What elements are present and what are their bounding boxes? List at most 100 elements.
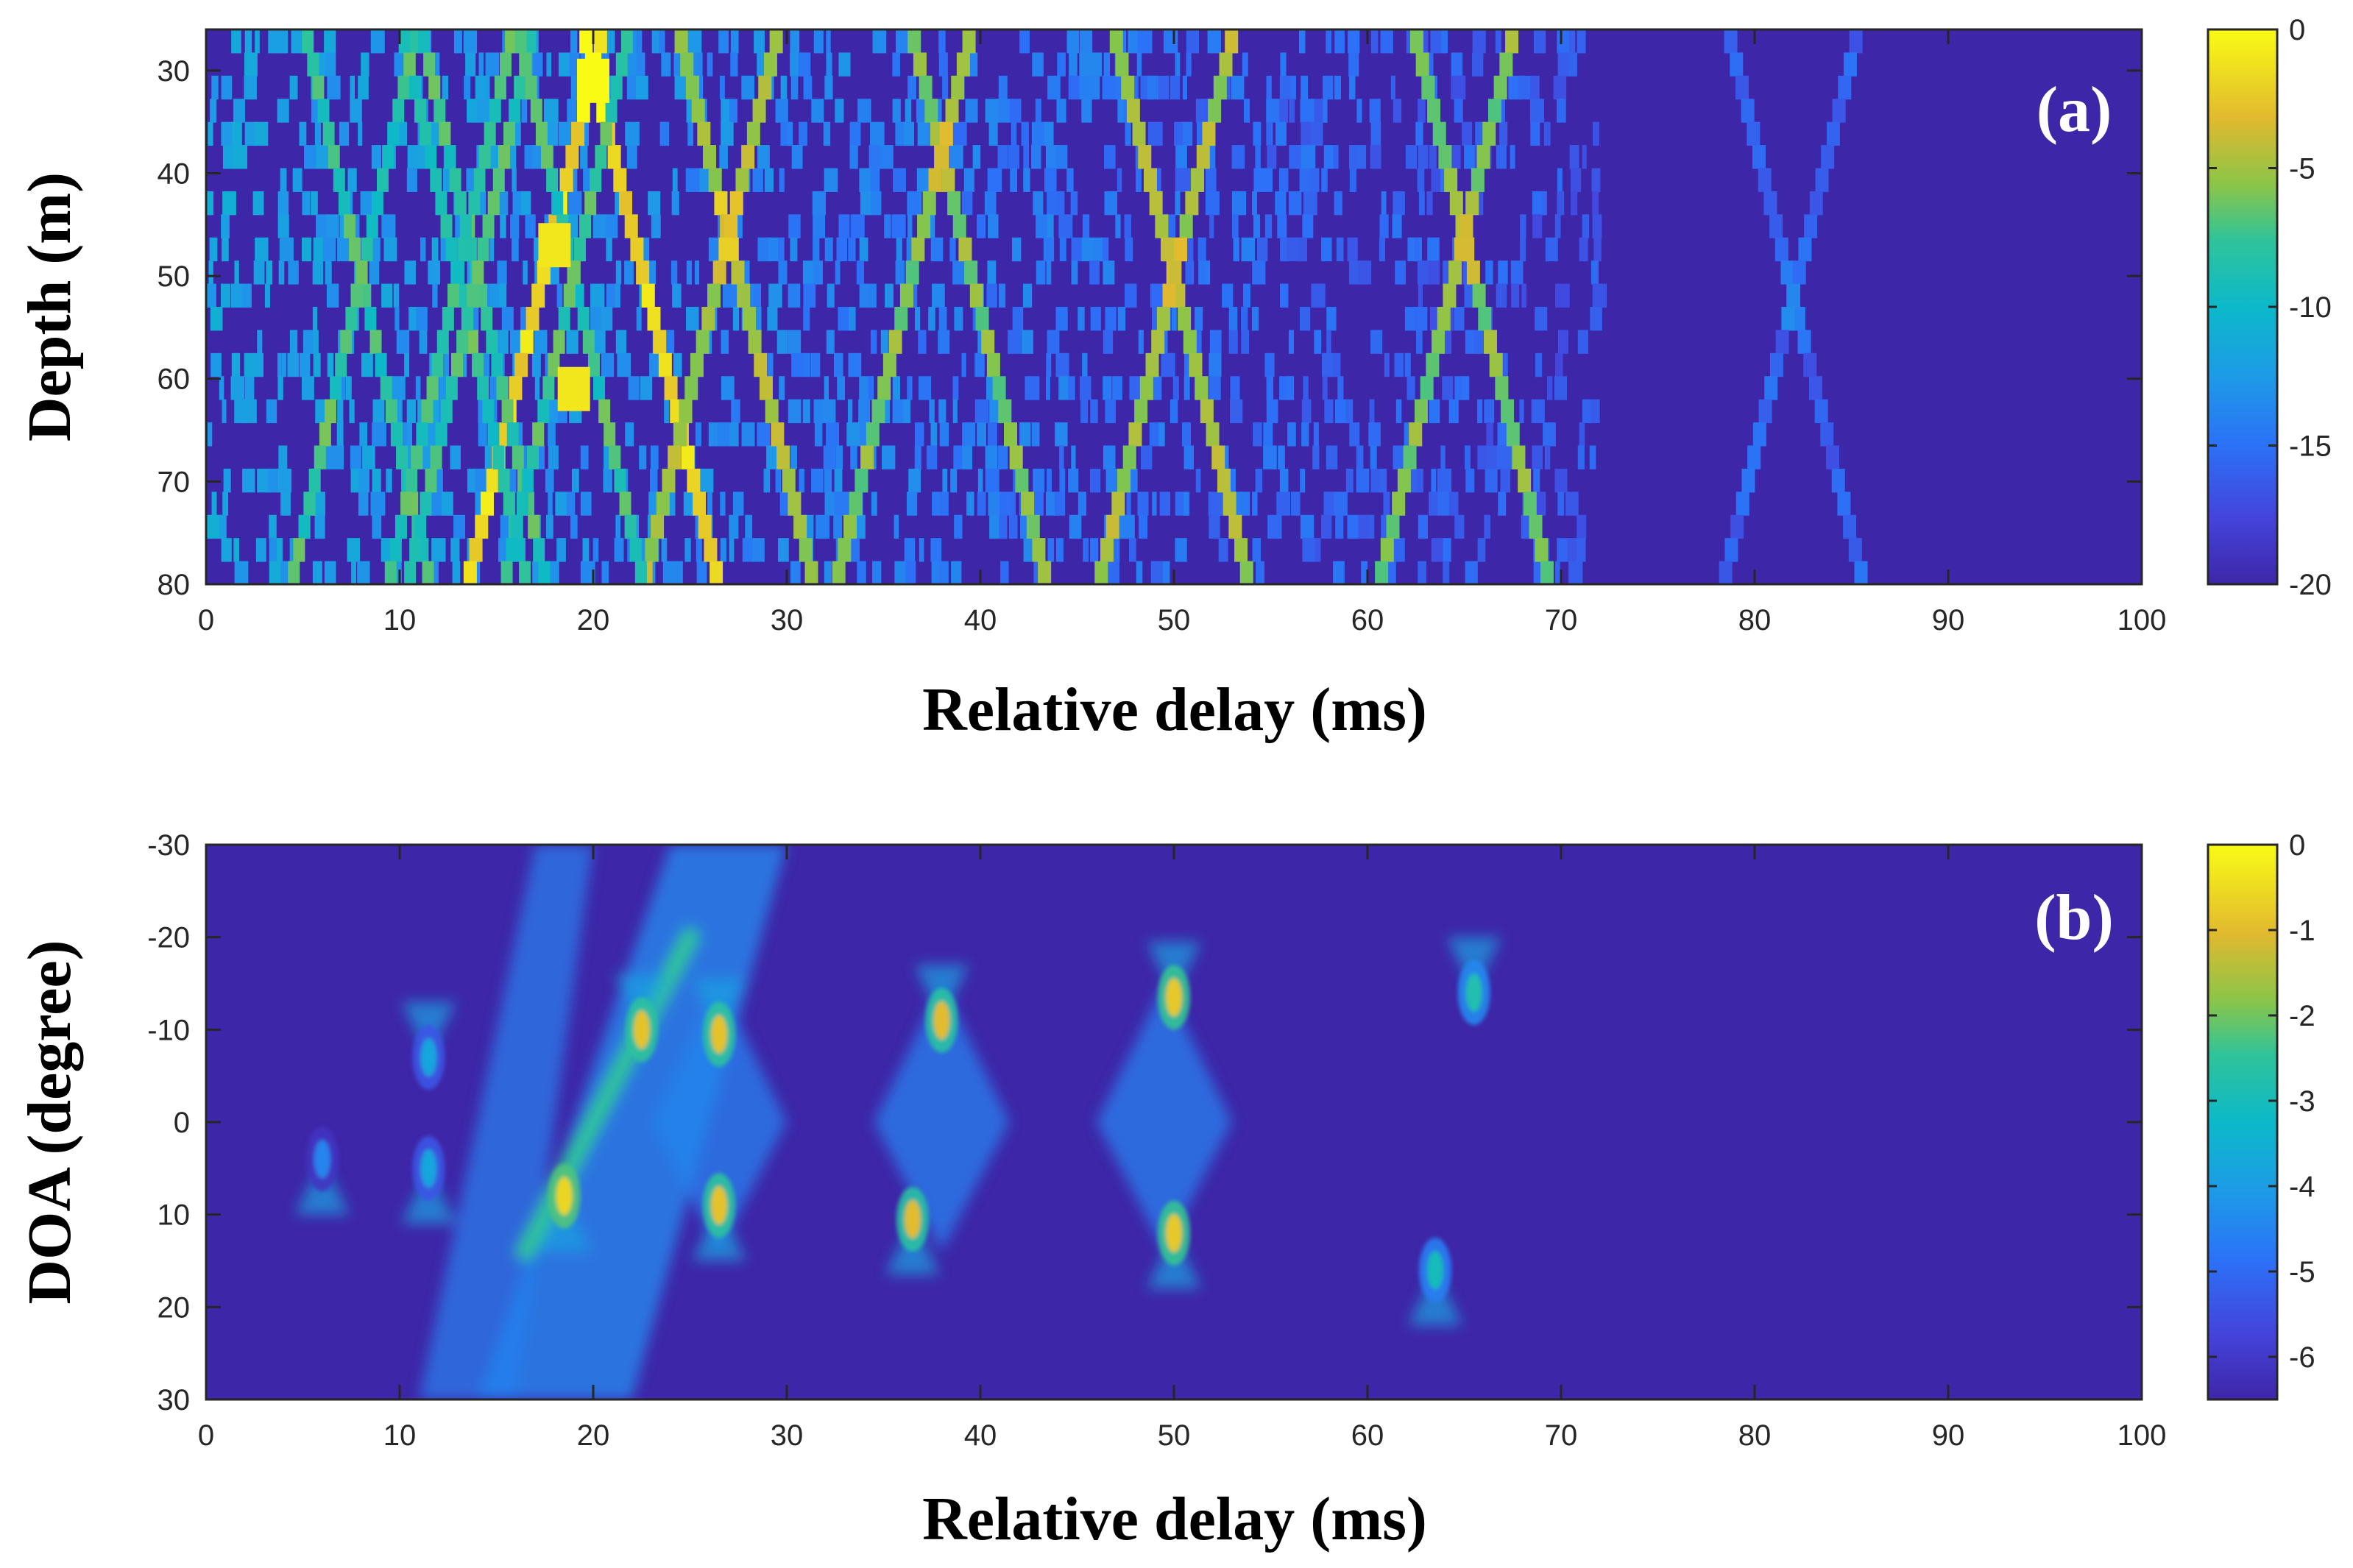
noise-cell	[547, 561, 559, 584]
noise-cell	[419, 330, 428, 354]
noise-cell	[1205, 99, 1210, 123]
noise-cell	[1000, 561, 1009, 584]
noise-cell	[811, 99, 824, 123]
noise-cell	[977, 492, 986, 516]
noise-cell	[1303, 191, 1317, 216]
noise-cell	[858, 399, 871, 424]
noise-cell	[1023, 145, 1030, 169]
noise-cell	[914, 445, 921, 469]
noise-cell	[998, 99, 1013, 123]
arrival-cell	[328, 145, 340, 169]
noise-cell	[1356, 145, 1367, 169]
arrival-cell	[849, 492, 863, 516]
noise-cell	[394, 307, 400, 331]
noise-cell	[1568, 52, 1577, 77]
peak	[556, 1177, 573, 1216]
noise-cell	[1031, 121, 1047, 146]
noise-cell	[1011, 121, 1017, 146]
noise-cell	[1126, 492, 1131, 516]
noise-cell	[1334, 29, 1345, 54]
noise-cell	[803, 283, 816, 308]
arrival-cell	[1730, 52, 1744, 77]
noise-cell	[269, 514, 277, 539]
arrival-cell	[558, 307, 570, 331]
noise-cell	[1103, 237, 1109, 262]
arrival-cell	[349, 237, 361, 262]
noise-cell	[1441, 29, 1448, 54]
noise-cell	[1429, 492, 1440, 516]
arrival-cell	[322, 121, 335, 146]
arrival-cell	[1854, 561, 1868, 584]
noise-cell	[834, 468, 843, 493]
noise-cell	[741, 422, 755, 447]
noise-cell	[450, 538, 460, 562]
noise-cell	[255, 538, 266, 562]
peak	[710, 1015, 727, 1054]
noise-cell	[905, 561, 916, 584]
arrival-cell	[1234, 538, 1248, 562]
noise-cell	[788, 330, 802, 354]
noise-cell	[615, 330, 627, 354]
noise-cell	[1057, 52, 1066, 77]
noise-cell	[416, 307, 428, 331]
arrival-cell	[514, 352, 528, 377]
colorbar-a: 0-5-10-15-20	[2207, 14, 2332, 601]
noise-cell	[837, 376, 845, 400]
arrival-cell	[308, 468, 321, 493]
noise-cell	[1036, 260, 1046, 285]
arrival-cell	[1420, 376, 1434, 400]
noise-cell	[1589, 445, 1596, 469]
arrival-cell	[288, 561, 300, 584]
noise-cell	[450, 445, 461, 469]
noise-cell	[930, 237, 944, 262]
peak	[1166, 1213, 1182, 1252]
noise-cell	[1288, 191, 1302, 216]
noise-cell	[1078, 492, 1087, 516]
noise-cell	[1230, 376, 1240, 400]
arrival-cell	[492, 168, 505, 192]
noise-cell	[381, 283, 393, 308]
noise-cell	[372, 468, 381, 493]
noise-cell	[813, 260, 823, 285]
noise-cell	[1288, 330, 1294, 354]
y-tick-label: 70	[158, 466, 191, 498]
noise-cell	[304, 145, 316, 169]
noise-cell	[1172, 376, 1179, 400]
arrival-cell	[1487, 99, 1501, 123]
noise-cell	[757, 422, 771, 447]
noise-cell	[1047, 191, 1061, 216]
noise-cell	[1008, 514, 1018, 539]
noise-cell	[1381, 191, 1387, 216]
noise-cell	[1090, 52, 1103, 77]
arrival-cell	[1735, 75, 1749, 100]
x-tick-label: 30	[771, 1419, 804, 1452]
arrival-cell	[838, 538, 852, 562]
arrival-cell	[1409, 422, 1423, 447]
noise-cell	[1252, 191, 1257, 216]
noise-cell	[732, 492, 744, 516]
arrival-cell	[1493, 75, 1507, 100]
arrival-cell	[1397, 468, 1411, 493]
noise-cell	[1553, 75, 1567, 100]
arrival-cell	[494, 75, 506, 100]
arrival-cell	[509, 99, 521, 123]
arrival-cell	[759, 376, 773, 400]
noise-cell	[961, 352, 966, 377]
arrival-cell	[1459, 214, 1473, 238]
arrival-cell	[1506, 422, 1520, 447]
arrival-cell	[422, 561, 434, 584]
colorbar-a-ticks: 0-5-10-15-20	[2208, 14, 2332, 601]
arrival-cell	[477, 237, 489, 262]
arrival-cell	[317, 99, 330, 123]
noise-cell	[601, 561, 609, 584]
noise-cell	[523, 260, 528, 285]
noise-cell	[1277, 214, 1287, 238]
noise-cell	[339, 214, 345, 238]
arrival-cell	[619, 492, 631, 516]
noise-cell	[1405, 145, 1417, 169]
noise-cell	[1416, 468, 1423, 493]
noise-cell	[582, 538, 590, 562]
noise-cell	[252, 191, 264, 216]
colorbar-tick-label: -1	[2289, 915, 2315, 947]
